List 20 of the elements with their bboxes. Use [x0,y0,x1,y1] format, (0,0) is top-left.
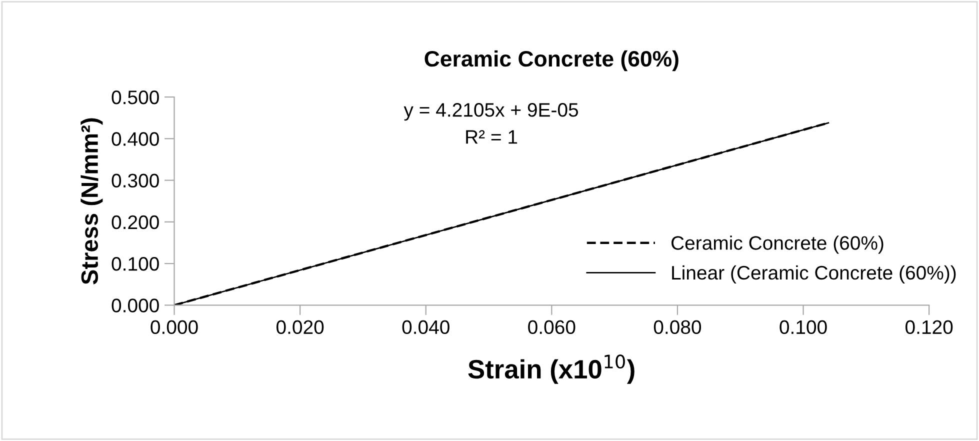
x-tick-label: 0.060 [528,320,576,334]
y-tick-label: 0.200 [112,215,159,230]
legend-label: Ceramic Concrete (60%) [672,236,884,254]
y-tick-label: 0.000 [112,298,159,312]
x-tick-label: 0.100 [780,320,827,334]
x-tick-label: 0.040 [402,320,450,334]
annotation: R² = 1 [466,130,518,144]
y-tick-label: 0.100 [112,257,159,271]
x-tick-label: 0.080 [654,320,702,334]
legend-label: Linear (Ceramic Concrete (60%)) [672,265,956,284]
x-tick-label: 0.000 [150,320,198,334]
chart-title: Ceramic Concrete (60%) [424,50,678,72]
y-tick-label: 0.500 [112,90,159,104]
x-axis-title: Strain (x10$^{10}$) [468,354,634,384]
y-axis-title: Stress (N/mm²) [80,118,103,284]
y-tick-label: 0.400 [112,132,159,146]
x-tick-label: 0.120 [906,320,953,334]
x-tick-label: 0.020 [276,320,324,334]
annotation: y = 4.2105x + 9E-05 [404,103,578,121]
y-tick-label: 0.300 [112,174,159,188]
